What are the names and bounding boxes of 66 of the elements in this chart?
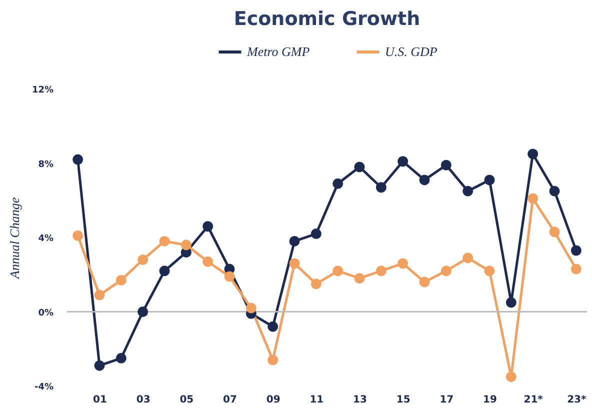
point [376,182,386,193]
x-tick-label: 23* [567,394,588,406]
point [94,290,105,300]
point [570,245,582,256]
point [116,352,126,364]
point [484,174,495,186]
x-tick-label: 01 [93,394,107,406]
y-tick-label: 4% [38,234,54,244]
x-tick-label: 21* [524,394,544,406]
point [310,228,322,240]
point [376,266,386,276]
point [72,230,84,241]
point [138,254,148,266]
x-tick-label: 19 [483,394,497,406]
x-tick-label: 03 [136,394,150,406]
x-tick-label: 11 [310,394,324,406]
point [419,174,430,186]
point [289,258,300,269]
point [570,264,582,274]
point [224,271,235,282]
point [310,278,322,290]
point [440,160,452,170]
point [398,156,408,167]
point [549,186,560,196]
x-tick-label: 13 [353,394,367,406]
point [354,162,365,172]
y-tick-label: 12% [32,86,54,96]
x-tick-label: 09 [266,394,280,406]
point [268,321,278,332]
point [528,148,538,160]
y-tick-label: 0% [38,308,54,318]
point [268,354,278,366]
point [484,266,495,276]
point [332,266,344,276]
point [506,371,516,382]
point [246,302,256,314]
point [159,266,170,276]
point [354,273,365,284]
x-tick-label: 07 [223,394,237,406]
point [202,256,214,267]
point [419,276,430,288]
point [289,236,300,246]
point [549,226,560,238]
chart-title: Economic Growth [234,8,420,30]
y-axis-title: Annual Change [6,197,22,280]
x-tick-label: 15 [396,394,410,406]
point [506,297,516,308]
point [159,236,170,246]
point [462,186,474,196]
point [528,193,538,204]
point [94,360,105,371]
point [332,178,344,189]
point [116,274,126,286]
point [440,266,452,276]
point [72,154,84,165]
legend-label: Metro GMP [246,44,310,59]
legend-label: U.S. GDP [385,44,438,59]
point [398,258,408,269]
point [462,252,474,264]
point [202,221,214,232]
point [180,240,192,250]
x-tick-label: 05 [180,394,194,406]
point [138,306,148,317]
y-tick-label: 8% [38,160,54,170]
x-tick-label: 17 [440,394,454,406]
y-tick-label: -4% [34,382,54,392]
